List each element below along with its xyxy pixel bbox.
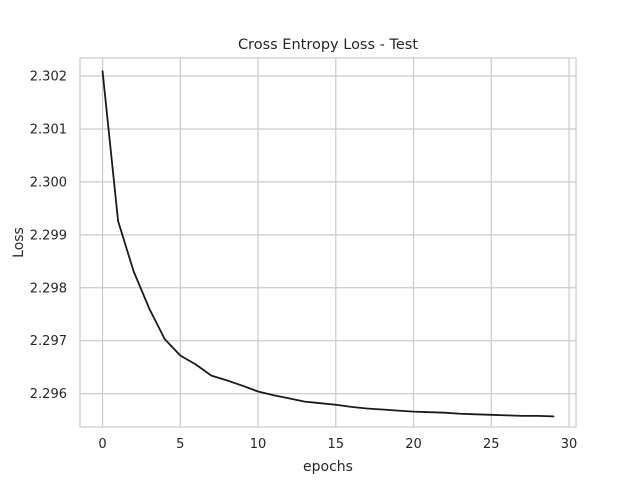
y-tick-label: 2.302	[30, 70, 67, 85]
data-point	[148, 307, 150, 309]
x-tick-label: 25	[483, 437, 500, 452]
data-point	[490, 414, 492, 416]
y-tick-label: 2.300	[30, 175, 67, 190]
series-layer	[101, 70, 555, 418]
chart-title: Cross Entropy Loss - Test	[238, 37, 418, 53]
data-point	[164, 338, 166, 340]
x-axis-ticks: 0 5 10 15 20 25 30	[98, 437, 577, 452]
data-point	[459, 413, 461, 415]
data-point	[381, 408, 383, 410]
data-point	[537, 415, 539, 417]
data-point	[428, 411, 430, 413]
x-tick-label: 0	[98, 437, 106, 452]
data-point	[303, 400, 305, 402]
x-tick-label: 5	[176, 437, 184, 452]
data-point	[117, 220, 119, 222]
data-point	[350, 406, 352, 408]
data-point	[210, 374, 212, 376]
data-point	[272, 394, 274, 396]
data-point	[521, 415, 523, 417]
data-point	[319, 402, 321, 404]
x-tick-label: 20	[405, 437, 422, 452]
plot-area-frame	[79, 57, 577, 428]
y-tick-label: 2.297	[30, 334, 67, 349]
data-point	[366, 407, 368, 409]
data-point	[101, 70, 103, 72]
y-axis-ticks: 2.296 2.297 2.298 2.299 2.300 2.301 2.302	[30, 70, 67, 403]
data-point	[226, 379, 228, 381]
data-point	[475, 413, 477, 415]
data-point	[257, 390, 259, 392]
data-point	[506, 414, 508, 416]
y-tick-label: 2.298	[30, 281, 67, 296]
data-point	[412, 410, 414, 412]
data-point	[288, 397, 290, 399]
x-axis-label: epochs	[303, 459, 353, 475]
y-tick-label: 2.296	[30, 387, 67, 402]
data-point	[552, 415, 554, 417]
x-tick-label: 10	[250, 437, 267, 452]
data-point	[179, 354, 181, 356]
grid	[80, 58, 576, 427]
x-tick-label: 30	[561, 437, 578, 452]
y-tick-label: 2.301	[30, 122, 67, 137]
y-axis-label: Loss	[11, 227, 27, 258]
data-point	[335, 404, 337, 406]
data-point	[195, 363, 197, 365]
data-point	[397, 409, 399, 411]
data-point	[132, 270, 134, 272]
series-line	[101, 70, 555, 418]
x-tick-label: 15	[328, 437, 345, 452]
data-point	[241, 385, 243, 387]
y-tick-label: 2.299	[30, 228, 67, 243]
data-point	[443, 412, 445, 414]
